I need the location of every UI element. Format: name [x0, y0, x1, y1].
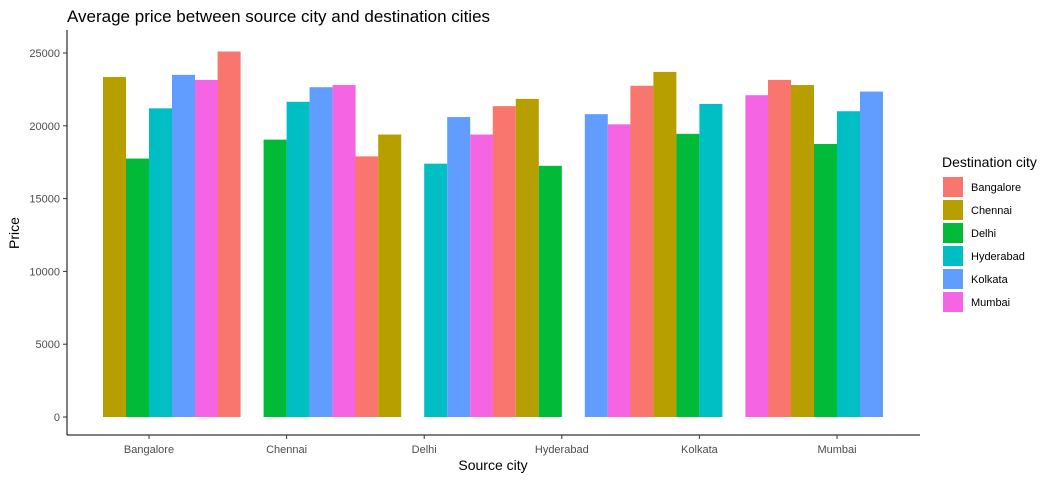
legend-key-chennai: [943, 200, 963, 220]
bar-mumbai-to-kolkata: [860, 91, 883, 417]
bar-kolkata-to-chennai: [653, 71, 677, 418]
legend-title: Destination city: [942, 154, 1037, 170]
x-tick-label: Hyderabad: [535, 444, 589, 456]
bar-bangalore-to-delhi: [126, 158, 149, 417]
bar-kolkata-to-delhi: [676, 133, 700, 417]
y-tick-label: 15000: [29, 194, 60, 206]
legend-label-kolkata: Kolkata: [971, 274, 1009, 286]
x-axis-title: Source city: [458, 457, 527, 473]
legend-key-kolkata: [943, 269, 963, 289]
y-tick-label: 20000: [29, 121, 60, 133]
legend: Destination city Bangalore Chennai Delhi Hy…: [942, 154, 1037, 312]
legend-key-mumbai: [943, 292, 963, 312]
x-tick-label: Mumbai: [817, 444, 856, 456]
bar-chennai-to-bangalore: [217, 51, 241, 417]
bar-bangalore-to-hyderabad: [149, 108, 172, 417]
bar-chennai-to-delhi: [263, 139, 287, 417]
x-tick-label: Bangalore: [124, 444, 174, 456]
y-axis-title: Price: [6, 217, 22, 249]
bar-delhi-to-mumbai: [470, 134, 494, 418]
bar-hyderabad-to-mumbai: [607, 124, 631, 417]
x-tick-label: Chennai: [266, 444, 307, 456]
y-axis: 0 5000 10000 15000 20000 25000: [29, 48, 67, 424]
chart-title: Average price between source city and de…: [67, 7, 490, 26]
plot-area: [103, 51, 883, 418]
bar-hyderabad-to-bangalore: [492, 106, 516, 417]
y-tick-label: 10000: [29, 266, 60, 278]
legend-label-bangalore: Bangalore: [971, 182, 1021, 194]
bar-chennai-to-hyderabad: [286, 101, 310, 417]
bar-hyderabad-to-delhi: [538, 165, 562, 417]
legend-key-delhi: [943, 223, 963, 243]
bar-chennai-to-kolkata: [309, 87, 333, 417]
bar-kolkata-to-mumbai: [745, 95, 769, 417]
bar-mumbai-to-delhi: [814, 144, 837, 417]
legend-label-delhi: Delhi: [971, 228, 996, 240]
y-tick-label: 25000: [29, 48, 60, 60]
bar-delhi-to-kolkata: [447, 117, 471, 417]
x-tick-label: Kolkata: [681, 444, 719, 456]
legend-label-hyderabad: Hyderabad: [971, 251, 1025, 263]
bar-mumbai-to-hyderabad: [837, 111, 860, 418]
x-axis: Bangalore Chennai Delhi Hyderabad Kolkata Mum…: [124, 435, 857, 456]
bar-chennai-to-mumbai: [332, 85, 356, 417]
bar-delhi-to-chennai: [378, 134, 402, 418]
bar-mumbai-to-chennai: [791, 85, 814, 417]
bar-mumbai-to-bangalore: [768, 79, 791, 417]
bar-bangalore-to-kolkata: [172, 74, 195, 417]
bar-hyderabad-to-kolkata: [584, 114, 608, 418]
legend-key-hyderabad: [943, 246, 963, 266]
bar-kolkata-to-bangalore: [630, 85, 654, 417]
bar-kolkata-to-hyderabad: [699, 103, 723, 418]
legend-key-bangalore: [943, 177, 963, 197]
legend-label-mumbai: Mumbai: [971, 297, 1010, 309]
bar-bangalore-to-chennai: [103, 77, 126, 418]
bar-bangalore-to-mumbai: [195, 79, 218, 417]
y-tick-label: 5000: [36, 339, 60, 351]
bar-delhi-to-hyderabad: [424, 163, 448, 417]
legend-label-chennai: Chennai: [971, 205, 1012, 217]
bar-hyderabad-to-chennai: [515, 98, 539, 418]
bar-delhi-to-bangalore: [355, 156, 379, 417]
y-tick-label: 0: [54, 412, 60, 424]
x-tick-label: Delhi: [412, 444, 437, 456]
